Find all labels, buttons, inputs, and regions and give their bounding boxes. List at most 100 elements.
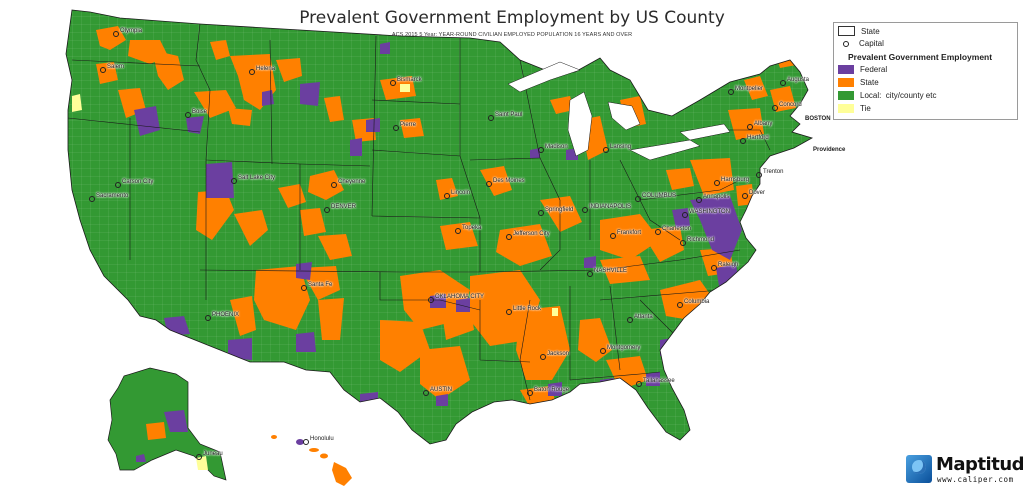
capital-marker-icon: [740, 138, 746, 144]
capital-marker-icon: [185, 112, 191, 118]
globe-icon: [906, 455, 932, 483]
tie-swatch: [838, 104, 854, 113]
alaska-inset: [107, 367, 227, 481]
capital-marker-icon: [680, 240, 686, 246]
city-label: Montpelier: [735, 86, 764, 92]
city-label: Madison: [545, 144, 568, 150]
legend-capital-label: Capital: [859, 39, 884, 48]
capital-marker-icon: [100, 67, 106, 73]
capital-marker-icon: [682, 212, 688, 218]
legend-item-label: State: [860, 78, 879, 87]
city-label: Providence: [813, 147, 846, 153]
logo-url: www.caliper.com: [937, 475, 1014, 484]
city-label: Bismarck: [397, 77, 422, 83]
legend-state-label: State: [861, 26, 880, 36]
city-label: Raleigh: [718, 262, 739, 268]
city-label: Helena: [256, 66, 276, 72]
city-label: Augusta: [787, 77, 810, 83]
legend-item-label: Local: city/county etc: [860, 91, 937, 100]
city-label: Salem: [107, 64, 125, 70]
capital-marker-icon: [113, 31, 119, 37]
legend-state-row: State: [838, 26, 880, 36]
legend-heading: Prevalent Government Employment: [848, 52, 993, 62]
local-swatch: [838, 91, 854, 100]
city-label: Charleston: [662, 226, 692, 232]
city-label: Topeka: [462, 225, 482, 231]
city-label: Cheyenne: [338, 179, 366, 185]
city-label: Trenton: [763, 169, 784, 175]
capital-marker-icon: [231, 178, 237, 184]
legend: State Capital Prevalent Government Emplo…: [833, 22, 1018, 120]
logo-name: Maptitude: [936, 454, 1024, 475]
state-boundary-swatch: [838, 26, 855, 36]
city-label: Honolulu: [310, 436, 334, 442]
city-label: Tallahassee: [643, 378, 675, 384]
city-label: Springfield: [545, 207, 574, 213]
city-label: COLUMBUS: [642, 193, 677, 199]
capital-marker-icon: [610, 233, 616, 239]
capital-marker-icon: [115, 182, 121, 188]
city-label: Atlanta: [634, 314, 653, 320]
capital-marker-icon: [587, 271, 593, 277]
capital-marker-icon: [636, 381, 642, 387]
capital-marker-icon: [635, 196, 641, 202]
city-label: Jefferson City: [513, 231, 550, 237]
capital-marker-icon: [756, 172, 762, 178]
capital-marker-icon: [696, 197, 702, 203]
capital-marker-icon: [780, 80, 786, 86]
capital-marker-icon: [582, 207, 588, 213]
hawaii-inset: [271, 435, 352, 486]
legend-item-federal: Federal: [838, 65, 887, 74]
city-label: Boise: [192, 109, 208, 115]
city-label: Hartford: [747, 135, 769, 141]
city-label: DENVER: [331, 204, 357, 210]
capital-marker-icon: [331, 182, 337, 188]
capital-marker-icon: [714, 180, 720, 186]
city-label: Dover: [749, 190, 766, 196]
city-label: Frankfort: [617, 230, 642, 236]
city-label: WASHINGTON: [689, 209, 731, 215]
city-label: Olympia: [120, 28, 143, 34]
city-label: INDIANAPOLIS: [589, 204, 632, 210]
capital-marker-icon: [455, 228, 461, 234]
map-title: Prevalent Government Employment by US Co…: [299, 8, 725, 28]
city-label: AUSTIN: [430, 387, 453, 393]
capital-marker-icon: [205, 315, 211, 321]
capital-marker-icon: [747, 124, 753, 130]
city-label: Baton Rouge: [534, 387, 570, 393]
capital-marker-icon: [89, 196, 95, 202]
capital-marker-icon: [711, 265, 717, 271]
state-swatch: [838, 78, 854, 87]
city-label: Jackson: [547, 351, 570, 357]
city-label: Harrisburg: [721, 177, 750, 183]
capital-marker-icon: [423, 390, 429, 396]
capital-marker-icon: [538, 147, 544, 153]
capital-marker-icon: [527, 390, 533, 396]
capital-marker-icon: [393, 125, 399, 131]
capital-marker-icon: [506, 309, 512, 315]
capital-marker-icon: [742, 193, 748, 199]
city-label: Albany: [754, 121, 773, 127]
city-label: Sacramento: [96, 193, 129, 199]
city-label: Santa Fe: [308, 282, 333, 288]
legend-item-label: Tie: [860, 104, 871, 113]
federal-swatch: [838, 65, 854, 74]
city-label: Des Moines: [493, 178, 525, 184]
city-label: Columbia: [684, 299, 710, 305]
map-subtitle: ACS 2015 5 Year: YEAR-ROUND CIVILIAN EMP…: [391, 32, 633, 38]
city-label: Annapolis: [703, 194, 730, 200]
capital-marker-icon: [301, 285, 307, 291]
city-label: NASHVILLE: [594, 268, 628, 274]
city-label: Saint Paul: [495, 112, 523, 118]
capital-marker-icon: [538, 210, 544, 216]
capital-marker-icon: [324, 207, 330, 213]
legend-item-label: Federal: [860, 65, 888, 74]
capital-marker-icon: [627, 317, 633, 323]
capital-marker-icon: [390, 80, 396, 86]
capital-marker-icon: [843, 40, 849, 47]
capital-marker-icon: [728, 89, 734, 95]
city-label: Richmond: [687, 237, 715, 243]
capital-marker-icon: [677, 302, 683, 308]
legend-item-tie: Tie: [838, 104, 871, 113]
